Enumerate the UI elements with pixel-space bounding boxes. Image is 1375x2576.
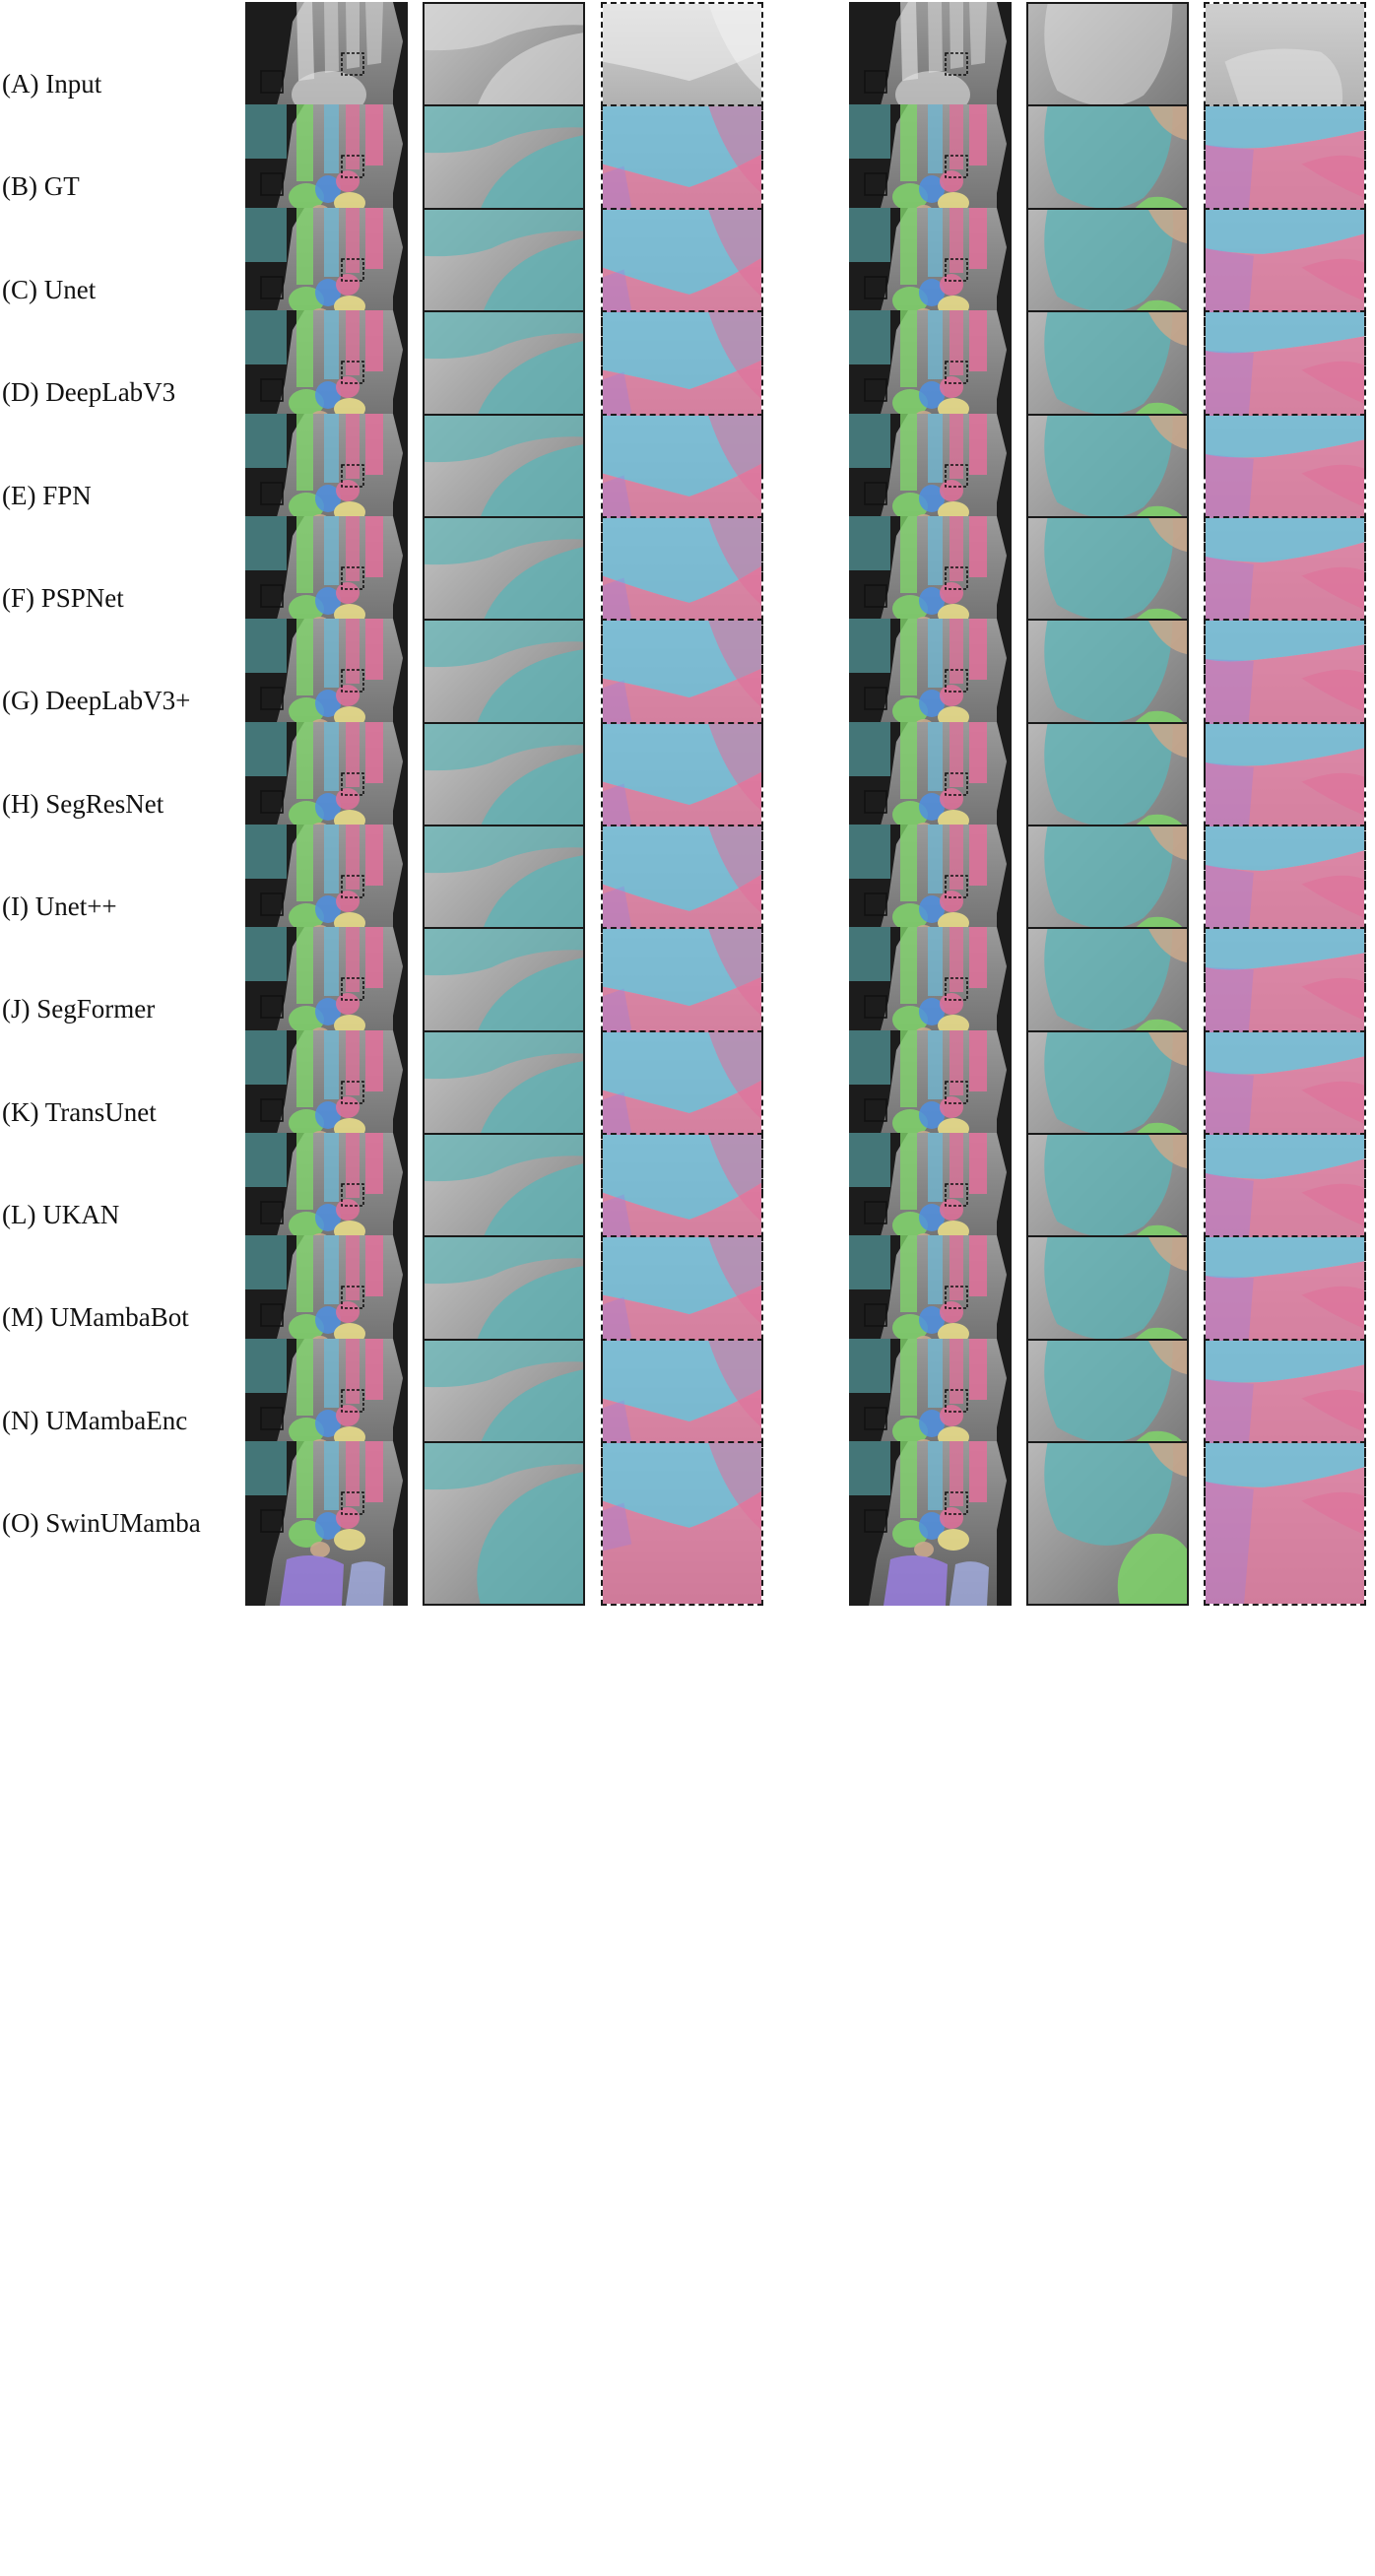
row-label: (E) FPN xyxy=(2,481,92,510)
sample1-zoom-solid xyxy=(423,1441,585,1606)
sample1-full-image xyxy=(245,1441,408,1606)
row-label: (N) UMambaEnc xyxy=(2,1406,188,1435)
row-label: (L) UKAN xyxy=(2,1200,120,1229)
figure-row: (O) SwinUMamba xyxy=(0,1441,1375,1606)
row-label: (B) GT xyxy=(2,171,80,201)
row-label: (D) DeepLabV3 xyxy=(2,377,176,407)
row-label: (G) DeepLabV3+ xyxy=(2,686,191,715)
sample2-zoom-solid xyxy=(1026,1441,1189,1606)
row-label: (I) Unet++ xyxy=(2,892,117,921)
sample2-zoom-dashed xyxy=(1204,1441,1366,1606)
row-label: (A) Input xyxy=(2,69,102,99)
row-label: (K) TransUnet xyxy=(2,1097,157,1127)
row-label: (M) UMambaBot xyxy=(2,1302,189,1332)
sample2-full-image xyxy=(849,1441,1012,1606)
row-label: (C) Unet xyxy=(2,275,97,304)
row-label: (F) PSPNet xyxy=(2,583,124,613)
row-label: (J) SegFormer xyxy=(2,994,156,1024)
sample1-zoom-dashed xyxy=(601,1441,763,1606)
row-label: (O) SwinUMamba xyxy=(2,1508,201,1538)
row-label: (H) SegResNet xyxy=(2,789,164,819)
